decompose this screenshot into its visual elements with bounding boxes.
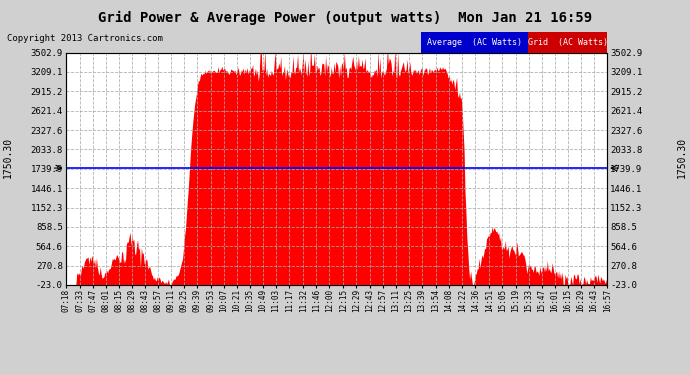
Text: Average  (AC Watts): Average (AC Watts) (427, 38, 522, 47)
Text: 1750.30: 1750.30 (3, 137, 13, 178)
Text: Grid Power & Average Power (output watts)  Mon Jan 21 16:59: Grid Power & Average Power (output watts… (98, 11, 592, 26)
Text: 1750.30: 1750.30 (677, 137, 687, 178)
Text: Copyright 2013 Cartronics.com: Copyright 2013 Cartronics.com (7, 34, 163, 43)
Text: Grid  (AC Watts): Grid (AC Watts) (528, 38, 607, 47)
